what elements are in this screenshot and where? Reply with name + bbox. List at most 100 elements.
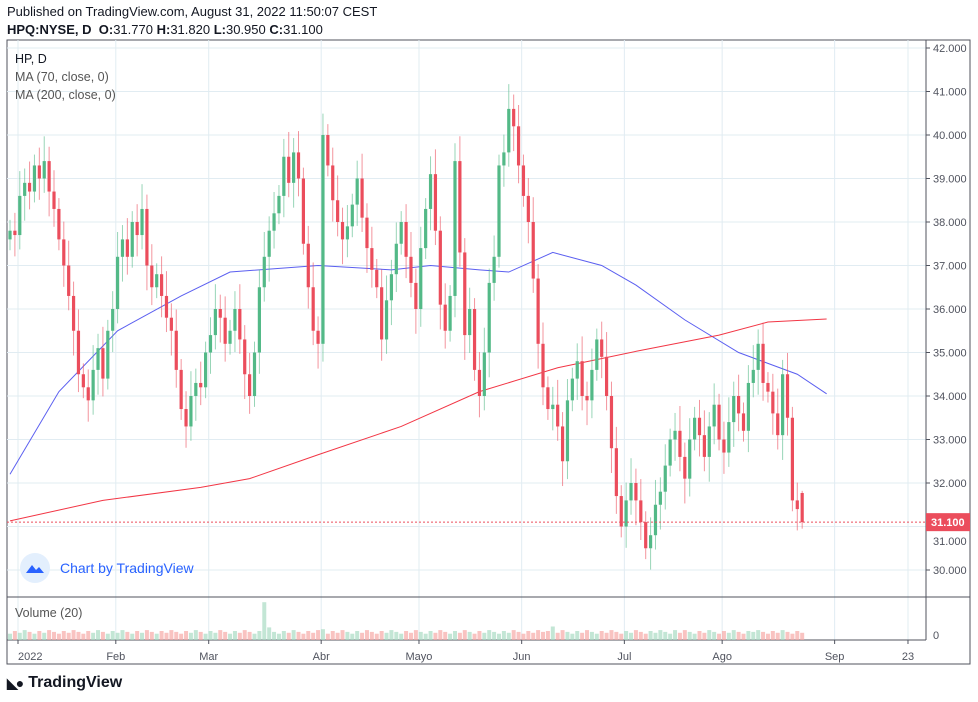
tradingview-watermark[interactable]: Chart by TradingView bbox=[20, 553, 194, 583]
y-tick-label: 32.000 bbox=[933, 478, 967, 490]
candle-body bbox=[155, 274, 159, 288]
candle-body bbox=[727, 422, 731, 453]
volume-bar bbox=[203, 633, 208, 640]
candle-body bbox=[521, 165, 526, 196]
candle bbox=[365, 203, 369, 273]
tradingview-brand[interactable]: ◣● TradingView bbox=[7, 674, 122, 692]
candle-body bbox=[737, 396, 741, 414]
volume-bar bbox=[800, 632, 805, 640]
candle-body bbox=[174, 330, 178, 370]
volume-bar bbox=[721, 631, 726, 640]
candle bbox=[707, 412, 711, 482]
volume-bar bbox=[633, 630, 638, 640]
volume-bar bbox=[472, 633, 477, 640]
ma200-line bbox=[9, 318, 827, 522]
legend-ma70[interactable]: MA (70, close, 0) bbox=[15, 70, 109, 84]
candle bbox=[115, 232, 120, 324]
volume-bar bbox=[286, 632, 291, 640]
volume-bar bbox=[86, 631, 91, 640]
candle-body bbox=[384, 300, 389, 340]
legend-volume[interactable]: Volume (20) bbox=[15, 606, 83, 620]
candle bbox=[536, 264, 540, 369]
candle bbox=[521, 154, 526, 207]
candle-body bbox=[37, 165, 41, 179]
volume-bar bbox=[780, 630, 785, 640]
volume-bar bbox=[242, 630, 247, 640]
candle bbox=[204, 341, 208, 399]
volume-bar bbox=[599, 631, 604, 640]
candle-body bbox=[507, 108, 511, 153]
candle bbox=[722, 421, 726, 474]
volume-bar bbox=[306, 631, 311, 640]
candle-body bbox=[463, 252, 467, 336]
candle-body bbox=[531, 222, 535, 279]
candle bbox=[384, 275, 389, 354]
volume-bar bbox=[360, 632, 365, 640]
volume-bar bbox=[692, 633, 697, 640]
volume-bar bbox=[208, 631, 213, 640]
candle bbox=[71, 281, 76, 356]
candle bbox=[140, 184, 144, 250]
candle bbox=[331, 147, 335, 222]
candle-body bbox=[13, 230, 17, 236]
volume-bar bbox=[653, 632, 658, 640]
candle-body bbox=[693, 417, 697, 440]
candle bbox=[218, 294, 222, 343]
volume-bar bbox=[570, 633, 575, 640]
volume-bar bbox=[247, 631, 252, 640]
x-tick-label: 23 bbox=[902, 651, 914, 663]
candle bbox=[380, 269, 384, 361]
candle-body bbox=[458, 161, 462, 253]
candle bbox=[96, 333, 100, 395]
candle-body bbox=[67, 265, 71, 296]
low-value: 30.950 bbox=[225, 22, 266, 37]
candle-body bbox=[62, 239, 66, 266]
volume-bar bbox=[477, 631, 482, 640]
volume-bar bbox=[673, 630, 678, 640]
candle bbox=[580, 336, 584, 411]
candle bbox=[399, 211, 403, 255]
candle-body bbox=[394, 243, 398, 275]
volume-bar bbox=[531, 632, 536, 640]
candle bbox=[111, 291, 115, 353]
volume-bar bbox=[731, 630, 736, 640]
volume-bar bbox=[164, 632, 169, 640]
volume-bar bbox=[526, 631, 531, 640]
candle-body bbox=[751, 369, 755, 383]
watermark-text: Chart by TradingView bbox=[60, 560, 194, 576]
candle-body bbox=[414, 282, 418, 309]
volume-bar bbox=[589, 631, 594, 640]
candle bbox=[614, 426, 618, 514]
candle bbox=[120, 225, 125, 282]
candle-body bbox=[634, 483, 638, 501]
volume-bar bbox=[198, 631, 203, 640]
candle bbox=[565, 379, 570, 480]
candle-body bbox=[800, 493, 804, 523]
volume-bar bbox=[47, 630, 52, 640]
candle-body bbox=[272, 213, 276, 231]
candle bbox=[370, 226, 374, 288]
volume-bar bbox=[144, 630, 149, 640]
candle-body bbox=[71, 295, 76, 331]
candle-body bbox=[306, 243, 310, 288]
y-tick-label: 42.000 bbox=[933, 43, 967, 55]
legend-ma200[interactable]: MA (200, close, 0) bbox=[15, 88, 116, 102]
candle bbox=[18, 171, 22, 250]
high-label: H: bbox=[156, 22, 171, 37]
candle-body bbox=[487, 282, 491, 353]
y-tick-label: 35.000 bbox=[933, 348, 967, 360]
candle-body bbox=[536, 278, 540, 344]
candle bbox=[164, 271, 169, 333]
candle bbox=[262, 232, 266, 302]
candle-body bbox=[228, 330, 232, 344]
candle-body bbox=[546, 387, 550, 410]
candle-body bbox=[243, 339, 247, 375]
candle bbox=[409, 232, 413, 298]
candle bbox=[316, 316, 320, 369]
x-tick-label: Mar bbox=[199, 651, 218, 663]
volume-bar bbox=[71, 630, 76, 640]
candle-body bbox=[233, 309, 237, 331]
candle bbox=[507, 84, 511, 167]
volume-bar bbox=[330, 631, 335, 640]
